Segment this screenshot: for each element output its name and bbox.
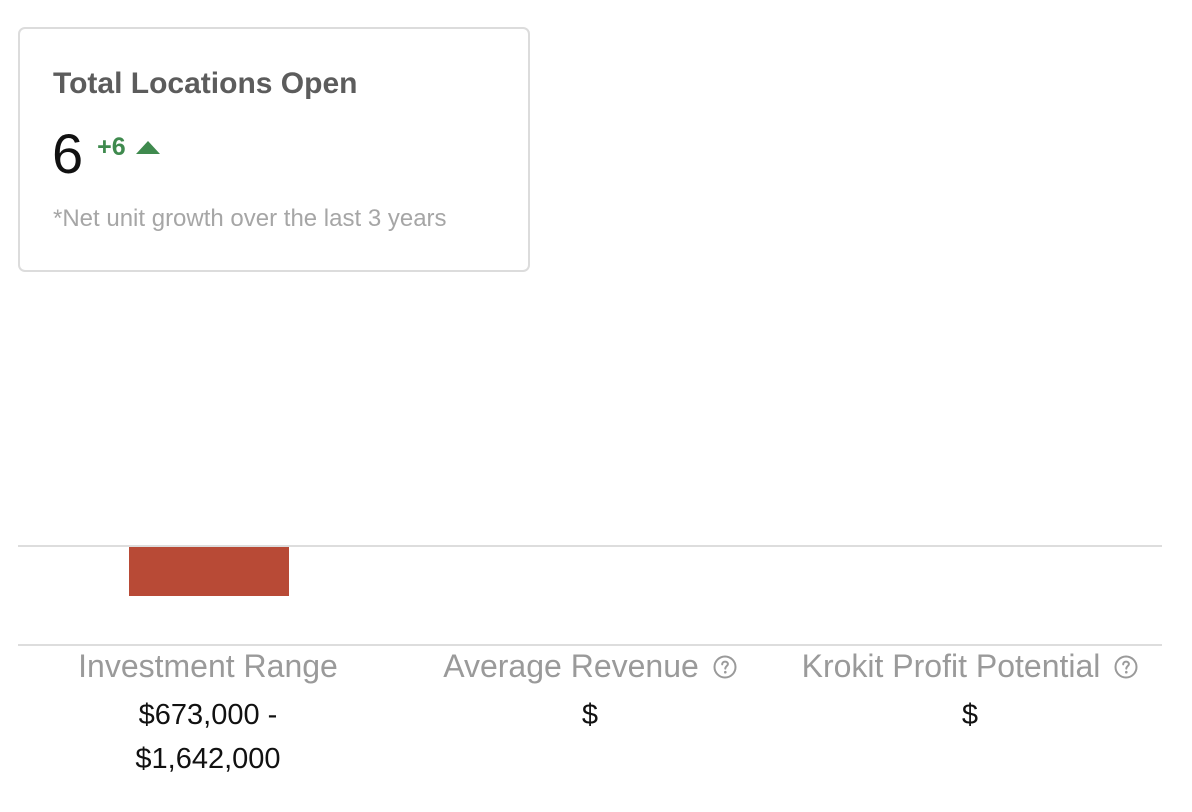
help-icon[interactable] <box>1114 655 1138 679</box>
growth-delta-text: +6 <box>97 132 126 161</box>
locations-count: 6 <box>52 122 84 185</box>
investment-range-value: $673,000 - $1,642,000 <box>135 699 281 775</box>
up-arrow-icon <box>135 140 160 154</box>
average-revenue-label: Average Revenue <box>443 648 699 684</box>
bar-divider-top <box>18 545 1162 547</box>
investment-range-label: Investment Range <box>78 648 338 684</box>
total-locations-card: Total Locations Open 6 +6 *Net unit grow… <box>18 27 530 272</box>
investment-bar <box>129 547 289 596</box>
average-revenue-metric: Average Revenue $ <box>400 648 780 737</box>
help-icon[interactable] <box>713 655 737 679</box>
average-revenue-value: $ <box>581 699 599 731</box>
investment-range-label-row: Investment Range <box>18 648 398 685</box>
bar-divider-bottom <box>18 644 1162 646</box>
profit-potential-label: Krokit Profit Potential <box>801 648 1101 684</box>
investment-range-metric: Investment Range $673,000 - $1,642,000 <box>18 648 398 781</box>
profit-potential-value: $ <box>961 699 979 731</box>
card-value-row: 6 +6 <box>52 121 160 187</box>
growth-delta: +6 <box>97 133 160 162</box>
profit-potential-label-row: Krokit Profit Potential <box>780 648 1160 685</box>
card-title: Total Locations Open <box>53 67 358 100</box>
card-footnote: *Net unit growth over the last 3 years <box>53 205 447 232</box>
investment-bar-track <box>18 547 1162 596</box>
profit-potential-metric: Krokit Profit Potential $ <box>780 648 1160 737</box>
average-revenue-label-row: Average Revenue <box>400 648 780 685</box>
